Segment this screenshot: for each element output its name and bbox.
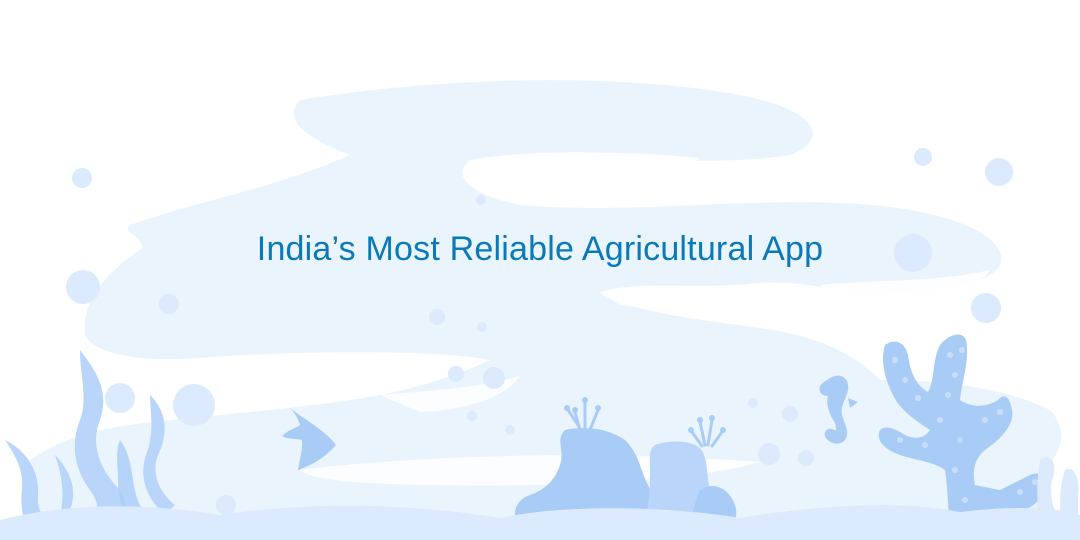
bubble-icon (159, 294, 179, 314)
bubble-icon (429, 309, 445, 325)
bubble-icon (985, 158, 1013, 186)
bubble-icon (758, 443, 780, 465)
bubble-icon (216, 495, 236, 515)
bubble-icon (476, 195, 486, 205)
bubble-icon (72, 168, 92, 188)
bubble-icon (782, 406, 798, 422)
bubble-icon (448, 366, 464, 382)
bubble-icon (971, 293, 1001, 323)
bubble-icon (173, 384, 215, 426)
bubble-icon (467, 411, 477, 421)
bubble-icon (66, 270, 100, 304)
bubble-icon (505, 425, 515, 435)
page-title: India’s Most Reliable Agricultural App (0, 230, 1080, 269)
bubble-icon (105, 383, 135, 413)
bubble-icon (483, 367, 505, 389)
bubble-icon (477, 322, 487, 332)
bubble-icon (748, 398, 758, 408)
bubble-icon (798, 450, 814, 466)
bubble-icon (914, 148, 932, 166)
